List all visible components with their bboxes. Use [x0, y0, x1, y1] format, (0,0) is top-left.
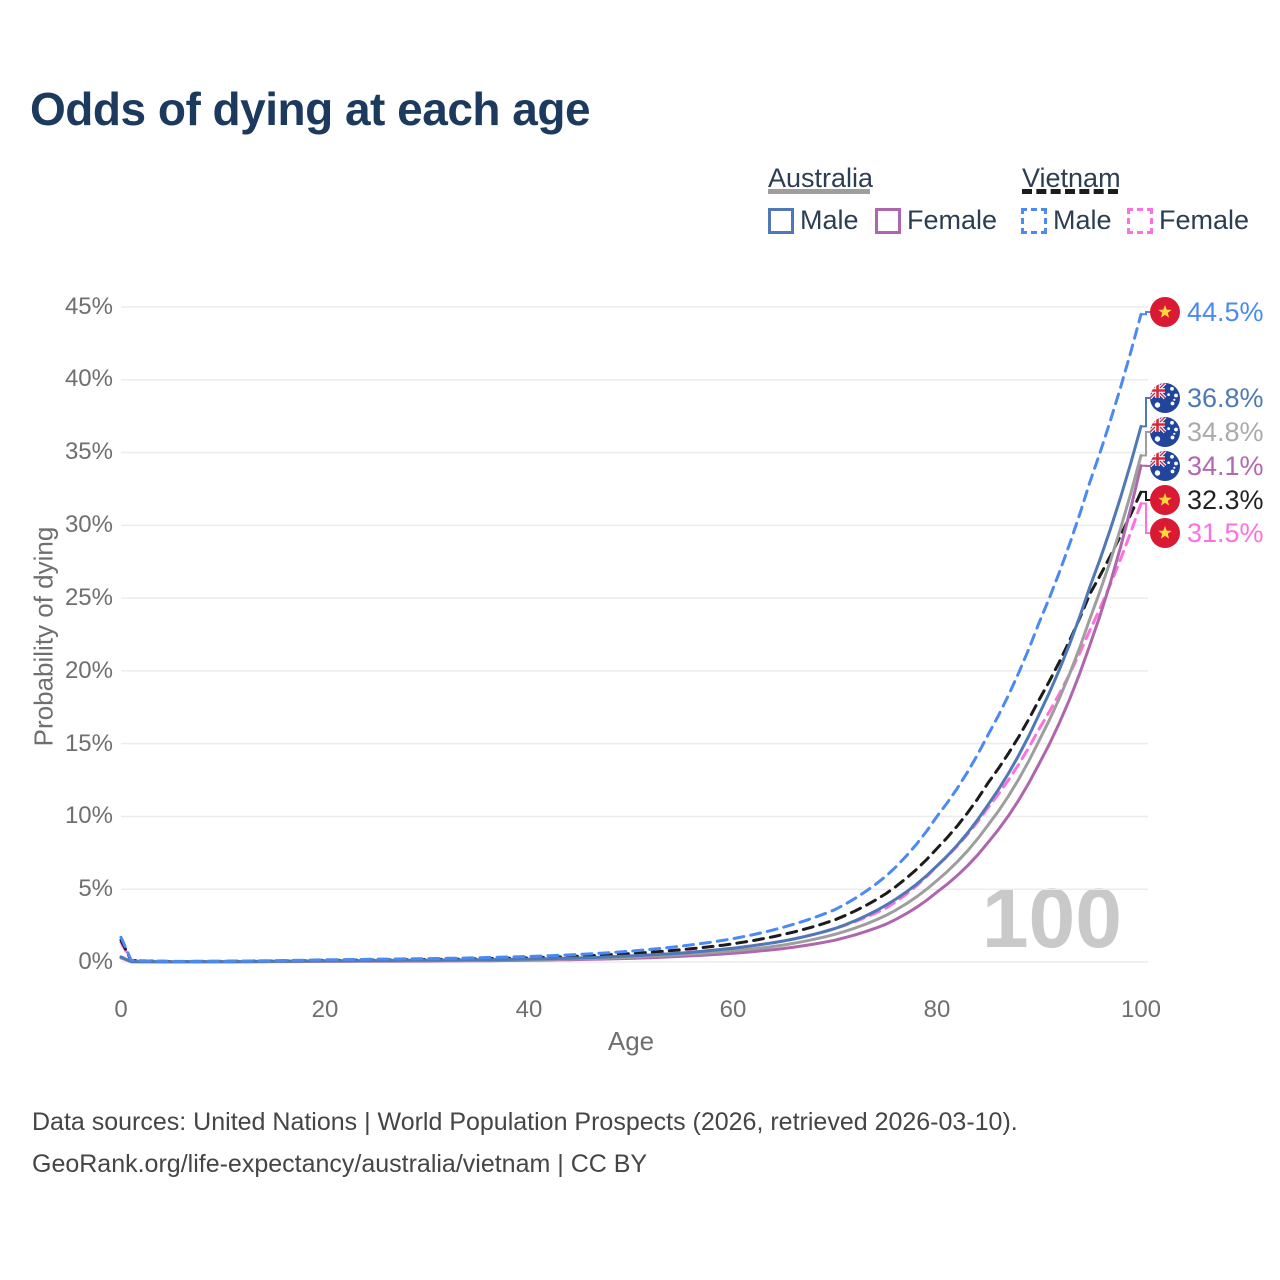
y-tick: 15% — [64, 730, 113, 757]
y-tick: 10% — [64, 802, 113, 829]
legend-label: Male — [800, 205, 859, 235]
x-tick: 40 — [515, 996, 543, 1023]
legend-group-australia: Australia — [768, 163, 874, 193]
end-label-value: 34.1% — [1187, 450, 1264, 481]
y-axis-title: Probability of dying — [28, 526, 59, 747]
australia-flag-icon — [1150, 383, 1180, 413]
australia-male-swatch-icon — [768, 207, 794, 234]
australia-flag-icon — [1150, 451, 1180, 481]
end-label-vietnam-both: 32.3% — [1150, 485, 1264, 515]
legend-australia-underline — [768, 189, 870, 194]
legend-label: Male — [1053, 205, 1112, 235]
x-tick: 100 — [1120, 996, 1162, 1023]
end-label-australia-both: 34.8% — [1150, 417, 1264, 447]
vietnam-flag-icon — [1150, 485, 1180, 515]
legend-group-vietnam: Vietnam — [1022, 163, 1121, 193]
end-label-value: 31.5% — [1187, 517, 1264, 548]
end-label-value: 32.3% — [1187, 484, 1264, 515]
x-tick: 20 — [311, 996, 339, 1023]
legend-item-vietnam-male[interactable]: Male — [1021, 205, 1112, 236]
end-label-vietnam-male: 44.5% — [1150, 297, 1264, 327]
y-tick: 25% — [64, 584, 113, 611]
data-source-line: Data sources: United Nations | World Pop… — [32, 1108, 1018, 1136]
australia-female-swatch-icon — [875, 207, 901, 234]
end-label-value: 34.8% — [1187, 416, 1264, 447]
y-tick: 40% — [64, 365, 113, 392]
end-label-australia-male: 36.8% — [1150, 383, 1264, 413]
end-label-vietnam-female: 31.5% — [1150, 518, 1264, 548]
end-label-australia-female: 34.1% — [1150, 451, 1264, 481]
y-tick: 35% — [64, 438, 113, 465]
legend-item-australia-male[interactable]: Male — [768, 205, 859, 236]
legend-item-vietnam-female[interactable]: Female — [1127, 205, 1249, 236]
page-title: Odds of dying at each age — [30, 83, 591, 135]
x-tick: 60 — [719, 996, 747, 1023]
vietnam-flag-icon — [1150, 518, 1180, 548]
y-tick: 45% — [64, 293, 113, 320]
series-curves — [119, 312, 1143, 964]
vietnam-male-swatch-icon — [1021, 207, 1047, 234]
legend-item-australia-female[interactable]: Female — [875, 205, 997, 236]
vietnam-female-swatch-icon — [1127, 207, 1153, 234]
vietnam-flag-icon — [1150, 297, 1180, 327]
legend-vietnam-underline — [1022, 189, 1118, 194]
y-tick: 5% — [78, 875, 113, 902]
legend-label: Female — [907, 205, 998, 235]
x-tick: 80 — [923, 996, 951, 1023]
attribution-line: GeoRank.org/life-expectancy/australia/vi… — [32, 1150, 648, 1178]
end-label-value: 36.8% — [1187, 382, 1264, 413]
end-label-value: 44.5% — [1187, 296, 1264, 327]
australia-flag-icon — [1150, 417, 1180, 447]
y-tick: 20% — [64, 657, 113, 684]
y-tick: 30% — [64, 511, 113, 538]
legend-label: Female — [1159, 205, 1250, 235]
x-axis-title: Age — [607, 1026, 655, 1056]
y-tick: 0% — [78, 948, 113, 975]
x-tick: 0 — [114, 996, 128, 1023]
gridlines — [121, 306, 1148, 963]
age-watermark: 100 — [981, 871, 1122, 965]
